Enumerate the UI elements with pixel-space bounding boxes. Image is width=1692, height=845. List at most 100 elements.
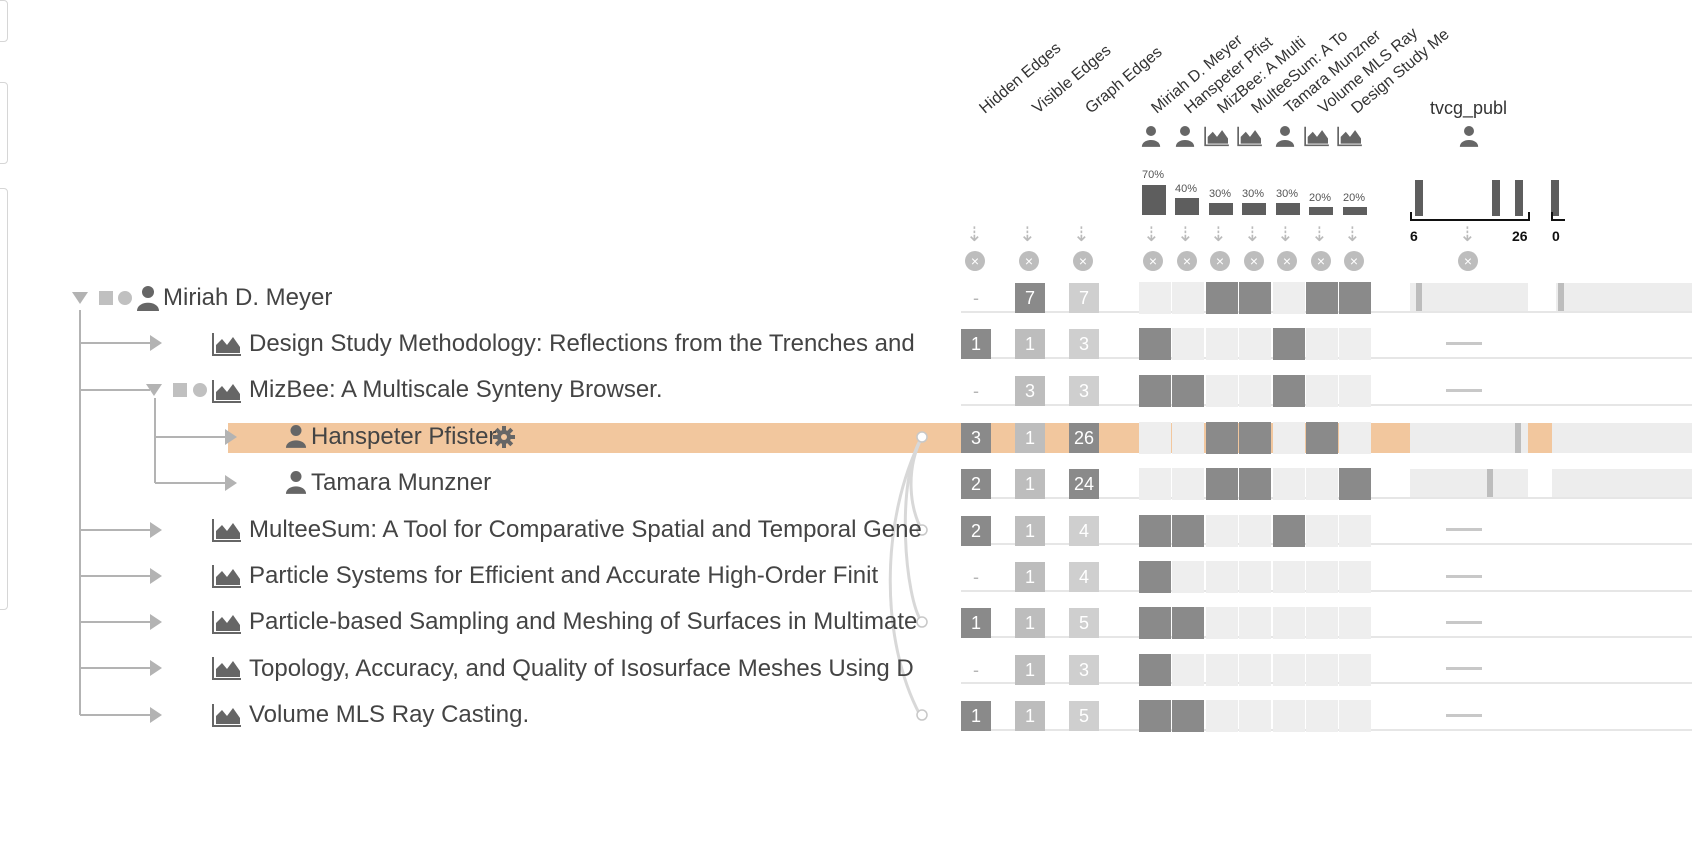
matrix-cell[interactable]: [1273, 700, 1305, 732]
aggregate-square-icon[interactable]: [173, 383, 187, 397]
tree-node-label[interactable]: Tamara Munzner: [311, 469, 492, 496]
matrix-cell[interactable]: [1273, 328, 1305, 360]
matrix-cell[interactable]: [1139, 422, 1171, 454]
matrix-cell[interactable]: [1306, 328, 1338, 360]
matrix-cell[interactable]: [1306, 375, 1338, 407]
sort-icon[interactable]: ⇣: [966, 224, 983, 246]
matrix-cell[interactable]: [1139, 328, 1171, 360]
matrix-cell[interactable]: [1139, 700, 1171, 732]
matrix-cell[interactable]: [1206, 561, 1238, 593]
matrix-cell[interactable]: [1339, 700, 1371, 732]
matrix-cell[interactable]: [1239, 422, 1271, 454]
matrix-cell[interactable]: [1273, 282, 1305, 314]
matrix-cell[interactable]: [1273, 422, 1305, 454]
sort-icon[interactable]: ⇣: [1459, 224, 1476, 246]
matrix-cell[interactable]: [1339, 515, 1371, 547]
left-panel-stub[interactable]: [0, 188, 8, 610]
matrix-cell[interactable]: [1339, 654, 1371, 686]
matrix-cell[interactable]: [1339, 607, 1371, 639]
matrix-cell[interactable]: [1306, 422, 1338, 454]
tree-node-label[interactable]: MizBee: A Multiscale Synteny Browser.: [249, 376, 663, 403]
matrix-cell[interactable]: [1306, 468, 1338, 500]
sort-icon[interactable]: ⇣: [1210, 224, 1227, 246]
matrix-cell[interactable]: [1306, 700, 1338, 732]
matrix-cell[interactable]: [1139, 654, 1171, 686]
matrix-cell[interactable]: [1172, 422, 1204, 454]
matrix-cell[interactable]: [1139, 515, 1171, 547]
aggregate-dot-icon[interactable]: [193, 383, 207, 397]
tree-node-label[interactable]: Topology, Accuracy, and Quality of Isosu…: [249, 655, 914, 682]
matrix-cell[interactable]: [1273, 607, 1305, 639]
gear-icon[interactable]: [492, 425, 516, 449]
matrix-cell[interactable]: [1273, 468, 1305, 500]
matrix-cell[interactable]: [1239, 282, 1271, 314]
tree-node-label[interactable]: Hanspeter Pfister: [311, 423, 497, 450]
matrix-cell[interactable]: [1206, 654, 1238, 686]
remove-column-icon[interactable]: ×: [1311, 251, 1331, 271]
remove-column-icon[interactable]: ×: [1210, 251, 1230, 271]
sort-icon[interactable]: ⇣: [1277, 224, 1294, 246]
remove-column-icon[interactable]: ×: [1344, 251, 1364, 271]
matrix-cell[interactable]: [1339, 468, 1371, 500]
tree-node-label[interactable]: Miriah D. Meyer: [163, 284, 333, 311]
matrix-cell[interactable]: [1206, 422, 1238, 454]
matrix-cell[interactable]: [1172, 607, 1204, 639]
tree-node-label[interactable]: Particle Systems for Efficient and Accur…: [249, 562, 879, 589]
matrix-cell[interactable]: [1206, 282, 1238, 314]
remove-column-icon[interactable]: ×: [1277, 251, 1297, 271]
matrix-cell[interactable]: [1306, 515, 1338, 547]
matrix-cell[interactable]: [1273, 375, 1305, 407]
matrix-cell[interactable]: [1339, 422, 1371, 454]
remove-column-icon[interactable]: ×: [1458, 251, 1478, 271]
matrix-cell[interactable]: [1206, 515, 1238, 547]
tree-node-label[interactable]: Design Study Methodology: Reflections fr…: [249, 330, 915, 357]
matrix-cell[interactable]: [1273, 654, 1305, 686]
sort-icon[interactable]: ⇣: [1311, 224, 1328, 246]
remove-column-icon[interactable]: ×: [1177, 251, 1197, 271]
matrix-cell[interactable]: [1172, 515, 1204, 547]
matrix-cell[interactable]: [1239, 468, 1271, 500]
matrix-cell[interactable]: [1172, 654, 1204, 686]
remove-column-icon[interactable]: ×: [1019, 251, 1039, 271]
matrix-cell[interactable]: [1339, 328, 1371, 360]
matrix-cell[interactable]: [1139, 375, 1171, 407]
matrix-cell[interactable]: [1239, 561, 1271, 593]
matrix-cell[interactable]: [1239, 654, 1271, 686]
sort-icon[interactable]: ⇣: [1143, 224, 1160, 246]
matrix-cell[interactable]: [1172, 468, 1204, 500]
matrix-cell[interactable]: [1172, 328, 1204, 360]
matrix-cell[interactable]: [1239, 515, 1271, 547]
remove-column-icon[interactable]: ×: [1244, 251, 1264, 271]
sort-icon[interactable]: ⇣: [1244, 224, 1261, 246]
matrix-cell[interactable]: [1339, 561, 1371, 593]
matrix-cell[interactable]: [1306, 607, 1338, 639]
matrix-cell[interactable]: [1339, 282, 1371, 314]
left-panel-stub[interactable]: [0, 0, 8, 42]
matrix-cell[interactable]: [1306, 654, 1338, 686]
aggregate-square-icon[interactable]: [99, 291, 113, 305]
tree-node-label[interactable]: Particle-based Sampling and Meshing of S…: [249, 608, 918, 635]
matrix-cell[interactable]: [1139, 282, 1171, 314]
sort-icon[interactable]: ⇣: [1344, 224, 1361, 246]
matrix-cell[interactable]: [1172, 282, 1204, 314]
matrix-cell[interactable]: [1239, 375, 1271, 407]
matrix-cell[interactable]: [1273, 561, 1305, 593]
matrix-cell[interactable]: [1206, 468, 1238, 500]
matrix-cell[interactable]: [1206, 607, 1238, 639]
sort-icon[interactable]: ⇣: [1073, 224, 1090, 246]
sort-icon[interactable]: ⇣: [1019, 224, 1036, 246]
remove-column-icon[interactable]: ×: [965, 251, 985, 271]
matrix-cell[interactable]: [1239, 328, 1271, 360]
sort-icon[interactable]: ⇣: [1177, 224, 1194, 246]
tree-node-label[interactable]: MulteeSum: A Tool for Comparative Spatia…: [249, 516, 922, 543]
matrix-cell[interactable]: [1206, 700, 1238, 732]
remove-column-icon[interactable]: ×: [1143, 251, 1163, 271]
tree-node-label[interactable]: Volume MLS Ray Casting.: [249, 701, 530, 728]
matrix-cell[interactable]: [1273, 515, 1305, 547]
matrix-cell[interactable]: [1306, 561, 1338, 593]
remove-column-icon[interactable]: ×: [1073, 251, 1093, 271]
matrix-cell[interactable]: [1172, 700, 1204, 732]
matrix-cell[interactable]: [1139, 607, 1171, 639]
matrix-cell[interactable]: [1206, 328, 1238, 360]
matrix-cell[interactable]: [1172, 561, 1204, 593]
